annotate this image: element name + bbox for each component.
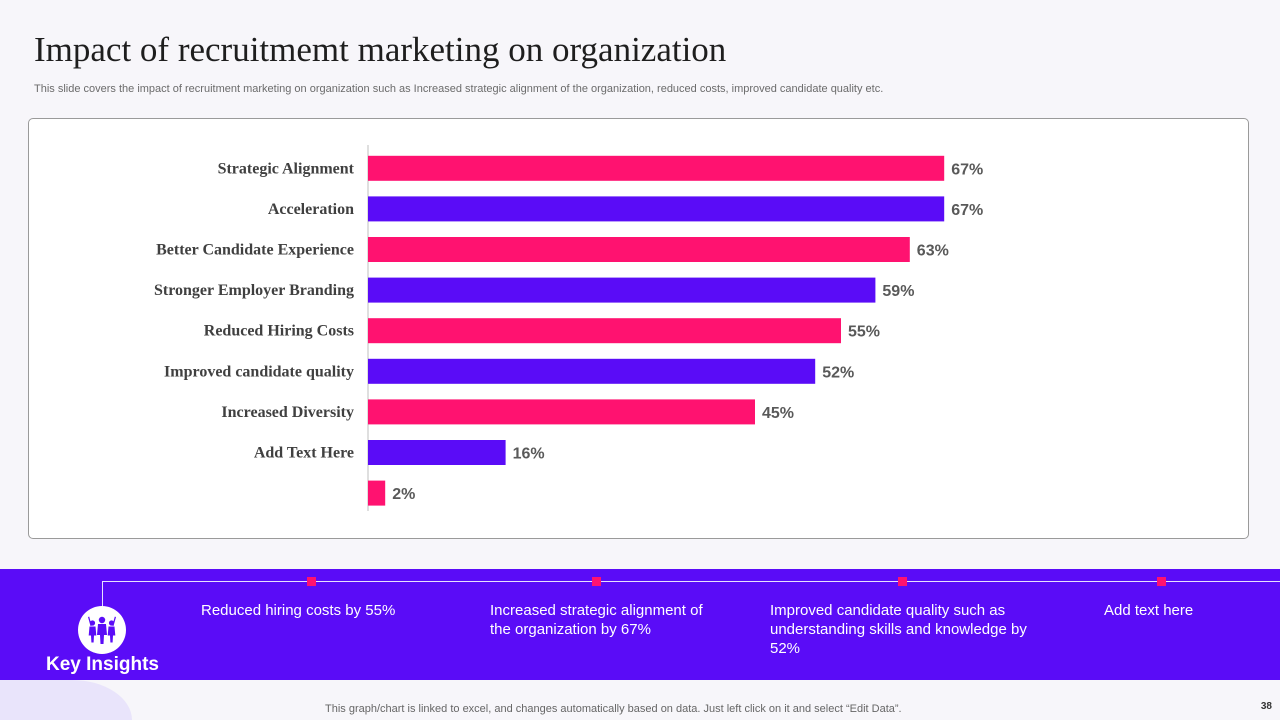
timeline-dot bbox=[307, 577, 316, 586]
data-label: 59% bbox=[882, 283, 914, 300]
page-subtitle: This slide covers the impact of recruitm… bbox=[34, 83, 884, 95]
bar[interactable] bbox=[368, 358, 816, 384]
data-label: 2% bbox=[392, 486, 415, 503]
data-label: 67% bbox=[951, 202, 983, 219]
category-label: Better Candidate Experience bbox=[156, 242, 354, 259]
bar[interactable] bbox=[368, 155, 945, 181]
insight-text: Improved candidate quality such as under… bbox=[770, 602, 1027, 657]
key-insights-band: Key Insights Reduced hiring costs by 55%… bbox=[0, 569, 1280, 680]
category-label: Increased Diversity bbox=[221, 404, 354, 421]
category-label: Add Text Here bbox=[254, 445, 354, 462]
category-label: Acceleration bbox=[268, 201, 354, 218]
data-label: 16% bbox=[513, 446, 545, 463]
bar[interactable] bbox=[368, 277, 876, 303]
bar-chart[interactable]: 67% Strategic Alignment 67% Acceleration 63%… bbox=[29, 119, 1250, 540]
insight-text: Increased strategic alignment of the org… bbox=[490, 602, 703, 638]
key-insights-heading: Key Insights bbox=[46, 654, 159, 675]
category-label: Stronger Employer Branding bbox=[154, 282, 354, 299]
insight-text: Reduced hiring costs by 55% bbox=[201, 602, 396, 619]
timeline-dot bbox=[898, 577, 907, 586]
data-label: 63% bbox=[917, 243, 949, 260]
data-label: 67% bbox=[951, 161, 983, 178]
timeline-dot bbox=[592, 577, 601, 586]
timeline-dot bbox=[1157, 577, 1166, 586]
bar[interactable] bbox=[368, 237, 910, 262]
bar[interactable] bbox=[368, 318, 841, 344]
data-label: 55% bbox=[848, 324, 880, 341]
insight-text: Add text here bbox=[1104, 602, 1194, 619]
category-label: Strategic Alignment bbox=[218, 160, 355, 177]
bar[interactable] bbox=[368, 440, 506, 465]
bar[interactable] bbox=[368, 480, 386, 506]
timeline-connector bbox=[102, 581, 103, 613]
people-group-icon bbox=[78, 606, 126, 654]
page-number: 38 bbox=[1260, 701, 1272, 712]
footer-note: This graph/chart is linked to excel, and… bbox=[325, 703, 902, 715]
data-label: 52% bbox=[822, 364, 854, 381]
data-label: 45% bbox=[762, 405, 794, 422]
chart-panel[interactable]: 67% Strategic Alignment 67% Acceleration 63%… bbox=[28, 118, 1249, 539]
bar[interactable] bbox=[368, 399, 755, 425]
bar[interactable] bbox=[368, 196, 945, 222]
category-label: Improved candidate quality bbox=[164, 363, 354, 380]
category-label: Reduced Hiring Costs bbox=[204, 323, 354, 340]
timeline-line bbox=[102, 581, 1280, 582]
decorative-corner bbox=[0, 680, 132, 720]
page-title: Impact of recruitmemt marketing on organ… bbox=[34, 30, 727, 69]
